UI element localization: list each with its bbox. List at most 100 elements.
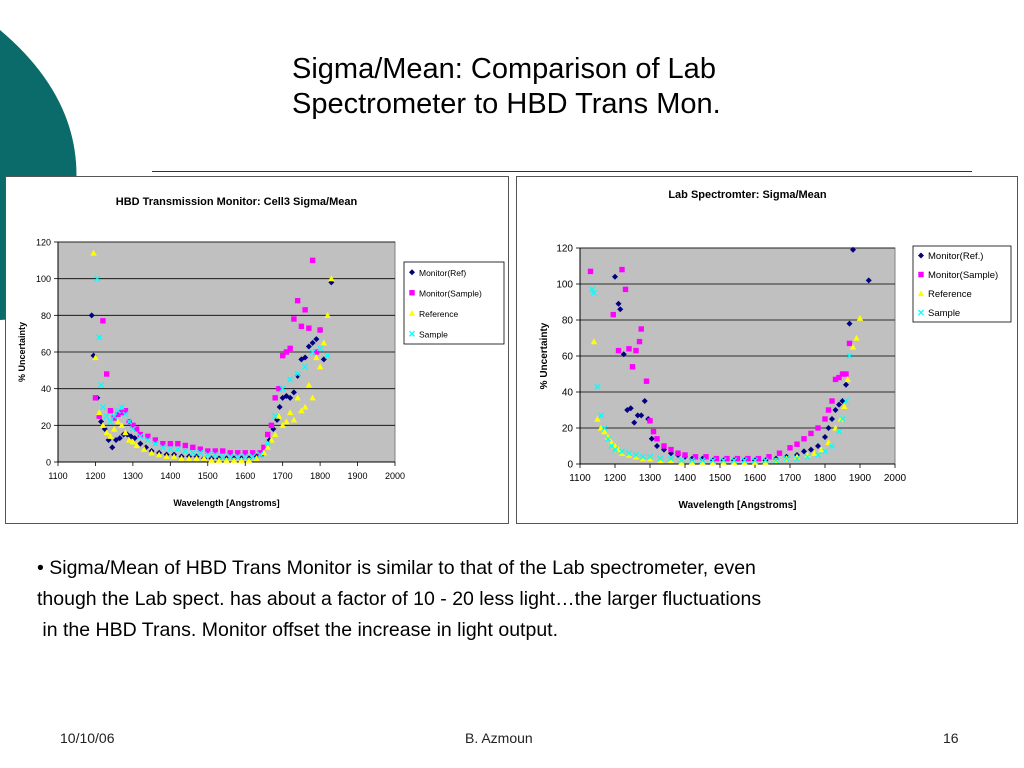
data-point	[145, 433, 151, 440]
x-axis-label: Wavelength [Angstroms]	[679, 500, 797, 511]
data-point	[849, 343, 857, 350]
data-point	[305, 381, 313, 388]
data-point	[317, 327, 323, 333]
data-point	[313, 354, 320, 361]
data-point	[249, 453, 256, 460]
data-point	[629, 364, 636, 370]
data-point	[260, 449, 268, 456]
y-tick-label: 80	[41, 311, 51, 321]
data-point	[709, 458, 717, 465]
data-point	[257, 451, 264, 458]
data-point	[98, 418, 105, 425]
series-monitor-sample	[587, 266, 853, 462]
data-point	[182, 442, 189, 449]
data-point	[178, 455, 185, 461]
data-point	[279, 422, 286, 428]
data-point	[309, 394, 316, 401]
data-point	[745, 455, 751, 462]
data-point	[92, 354, 99, 361]
y-tick-label: 120	[36, 238, 51, 248]
data-point	[242, 450, 248, 456]
data-point	[587, 268, 594, 275]
data-point	[298, 323, 305, 330]
data-point	[264, 444, 271, 450]
data-point	[741, 457, 748, 464]
x-tick-label: 1700	[779, 473, 802, 484]
data-point	[641, 398, 648, 404]
data-point	[846, 352, 853, 360]
legend-label: Monitor(Sample)	[419, 288, 482, 298]
data-point	[794, 441, 800, 447]
x-tick-label: 1300	[639, 473, 662, 484]
data-point	[305, 343, 312, 350]
data-point	[230, 456, 238, 463]
data-point	[90, 352, 97, 359]
data-point	[167, 446, 174, 453]
data-point	[692, 454, 699, 460]
data-point	[822, 416, 828, 422]
data-point	[762, 458, 769, 465]
data-point	[688, 458, 696, 465]
data-point	[205, 448, 211, 454]
data-point	[846, 340, 853, 347]
chart-title: Lab Spectromter: Sigma/Mean	[668, 189, 827, 201]
hbd-monitor-chart: HBD Transmission Monitor: Cell3 Sigma/Me…	[5, 176, 509, 524]
data-point	[109, 444, 116, 451]
y-axis-label: % Uncertainty	[17, 322, 27, 382]
data-point	[160, 440, 166, 447]
data-point	[294, 370, 301, 378]
y-tick-label: 60	[41, 348, 51, 358]
data-point	[850, 246, 856, 253]
data-point	[111, 415, 117, 421]
data-point	[821, 448, 829, 455]
y-tick-label: 20	[41, 421, 51, 431]
data-point	[313, 336, 320, 343]
data-point	[787, 445, 793, 451]
data-point	[647, 418, 653, 424]
data-point	[294, 394, 301, 401]
data-point	[163, 453, 170, 460]
data-point	[601, 428, 608, 435]
legend-label: Monitor(Sample)	[928, 270, 998, 281]
data-point	[279, 352, 286, 359]
data-point	[682, 452, 688, 458]
y-axis-label: % Uncertainty	[539, 322, 550, 389]
data-point	[853, 334, 860, 341]
data-point	[804, 453, 811, 460]
data-point	[730, 457, 738, 464]
data-point	[829, 416, 835, 422]
x-tick-label: 2000	[385, 471, 405, 481]
data-point	[95, 409, 103, 416]
data-point	[287, 376, 294, 383]
data-point	[589, 286, 596, 293]
data-point	[313, 349, 320, 355]
data-point	[829, 398, 835, 404]
data-point	[865, 277, 872, 284]
data-point	[730, 458, 738, 465]
data-point	[182, 447, 189, 455]
data-point	[309, 339, 316, 346]
data-point	[302, 307, 308, 313]
x-tick-label: 1800	[814, 473, 837, 484]
y-tick-label: 100	[556, 280, 573, 291]
data-point	[125, 436, 133, 443]
data-point	[274, 416, 281, 423]
x-axis-label: Wavelength [Angstroms]	[173, 498, 279, 508]
data-point	[633, 347, 639, 354]
data-point	[320, 339, 328, 346]
data-point	[88, 312, 95, 319]
data-point	[309, 348, 316, 356]
data-point	[190, 444, 196, 451]
data-point	[137, 440, 144, 447]
data-point	[144, 436, 151, 444]
data-point	[643, 378, 650, 384]
data-point	[762, 457, 769, 464]
data-point	[197, 446, 203, 452]
x-tick-label: 1100	[569, 473, 591, 484]
data-point	[825, 425, 832, 431]
data-point	[610, 311, 616, 318]
data-point	[220, 448, 226, 454]
data-point	[107, 407, 114, 414]
data-point	[316, 363, 324, 370]
data-point	[99, 422, 107, 428]
